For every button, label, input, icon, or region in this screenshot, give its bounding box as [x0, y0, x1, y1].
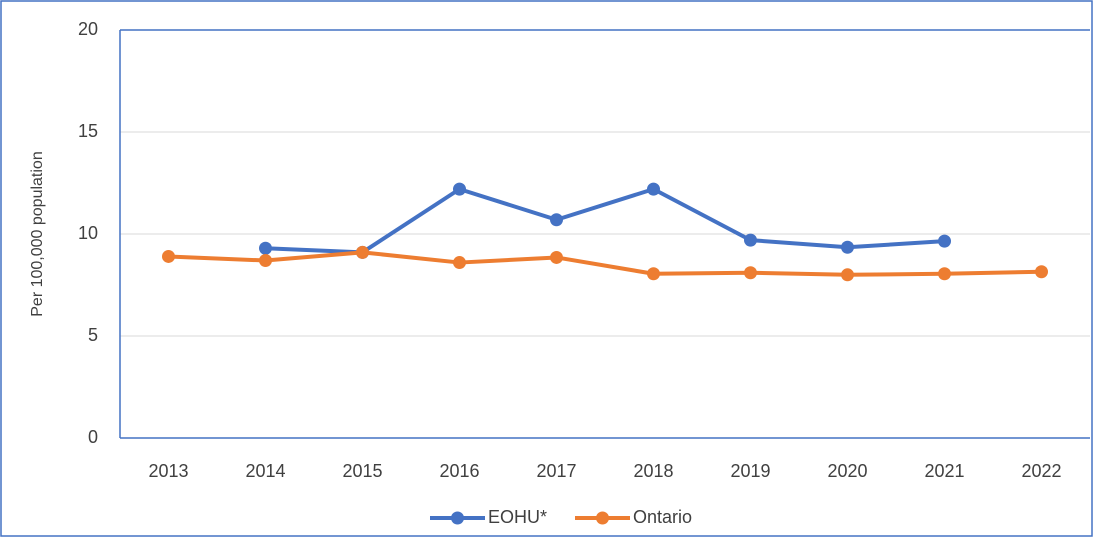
point	[550, 250, 563, 264]
x-tick-label: 2018	[633, 461, 673, 481]
series-line	[168, 250, 1042, 277]
x-tick-label: 2015	[342, 461, 382, 481]
x-tick-label: 2017	[536, 461, 576, 481]
y-tick-label: 10	[78, 223, 98, 243]
y-tick-label: 5	[88, 325, 98, 345]
x-tick-label: 2021	[924, 461, 964, 481]
point	[647, 267, 660, 281]
point	[938, 234, 951, 248]
legend-marker	[596, 511, 609, 525]
point	[259, 254, 272, 268]
point	[938, 267, 951, 281]
x-tick-label: 2016	[439, 461, 479, 481]
legend-label: EOHU*	[488, 507, 547, 527]
y-tick-label: 0	[88, 427, 98, 447]
point	[550, 213, 563, 227]
y-tick-label: 20	[78, 19, 98, 39]
point	[1035, 265, 1048, 279]
x-tick-label: 2022	[1021, 461, 1061, 481]
point	[647, 182, 660, 196]
point	[259, 241, 272, 255]
legend-marker	[451, 511, 464, 525]
point	[453, 256, 466, 270]
point	[841, 268, 854, 282]
legend-label: Ontario	[633, 507, 692, 527]
point	[744, 233, 757, 247]
point	[744, 266, 757, 280]
x-tick-label: 2020	[827, 461, 867, 481]
y-axis-label: Per 100,000 population	[29, 151, 46, 316]
point	[356, 245, 369, 259]
point	[162, 249, 175, 263]
point	[453, 182, 466, 196]
x-tick-label: 2019	[730, 461, 770, 481]
x-tick-label: 2013	[148, 461, 188, 481]
x-tick-label: 2014	[245, 461, 285, 481]
y-tick-label: 15	[78, 121, 98, 141]
point	[841, 240, 854, 254]
series-line	[265, 187, 945, 255]
